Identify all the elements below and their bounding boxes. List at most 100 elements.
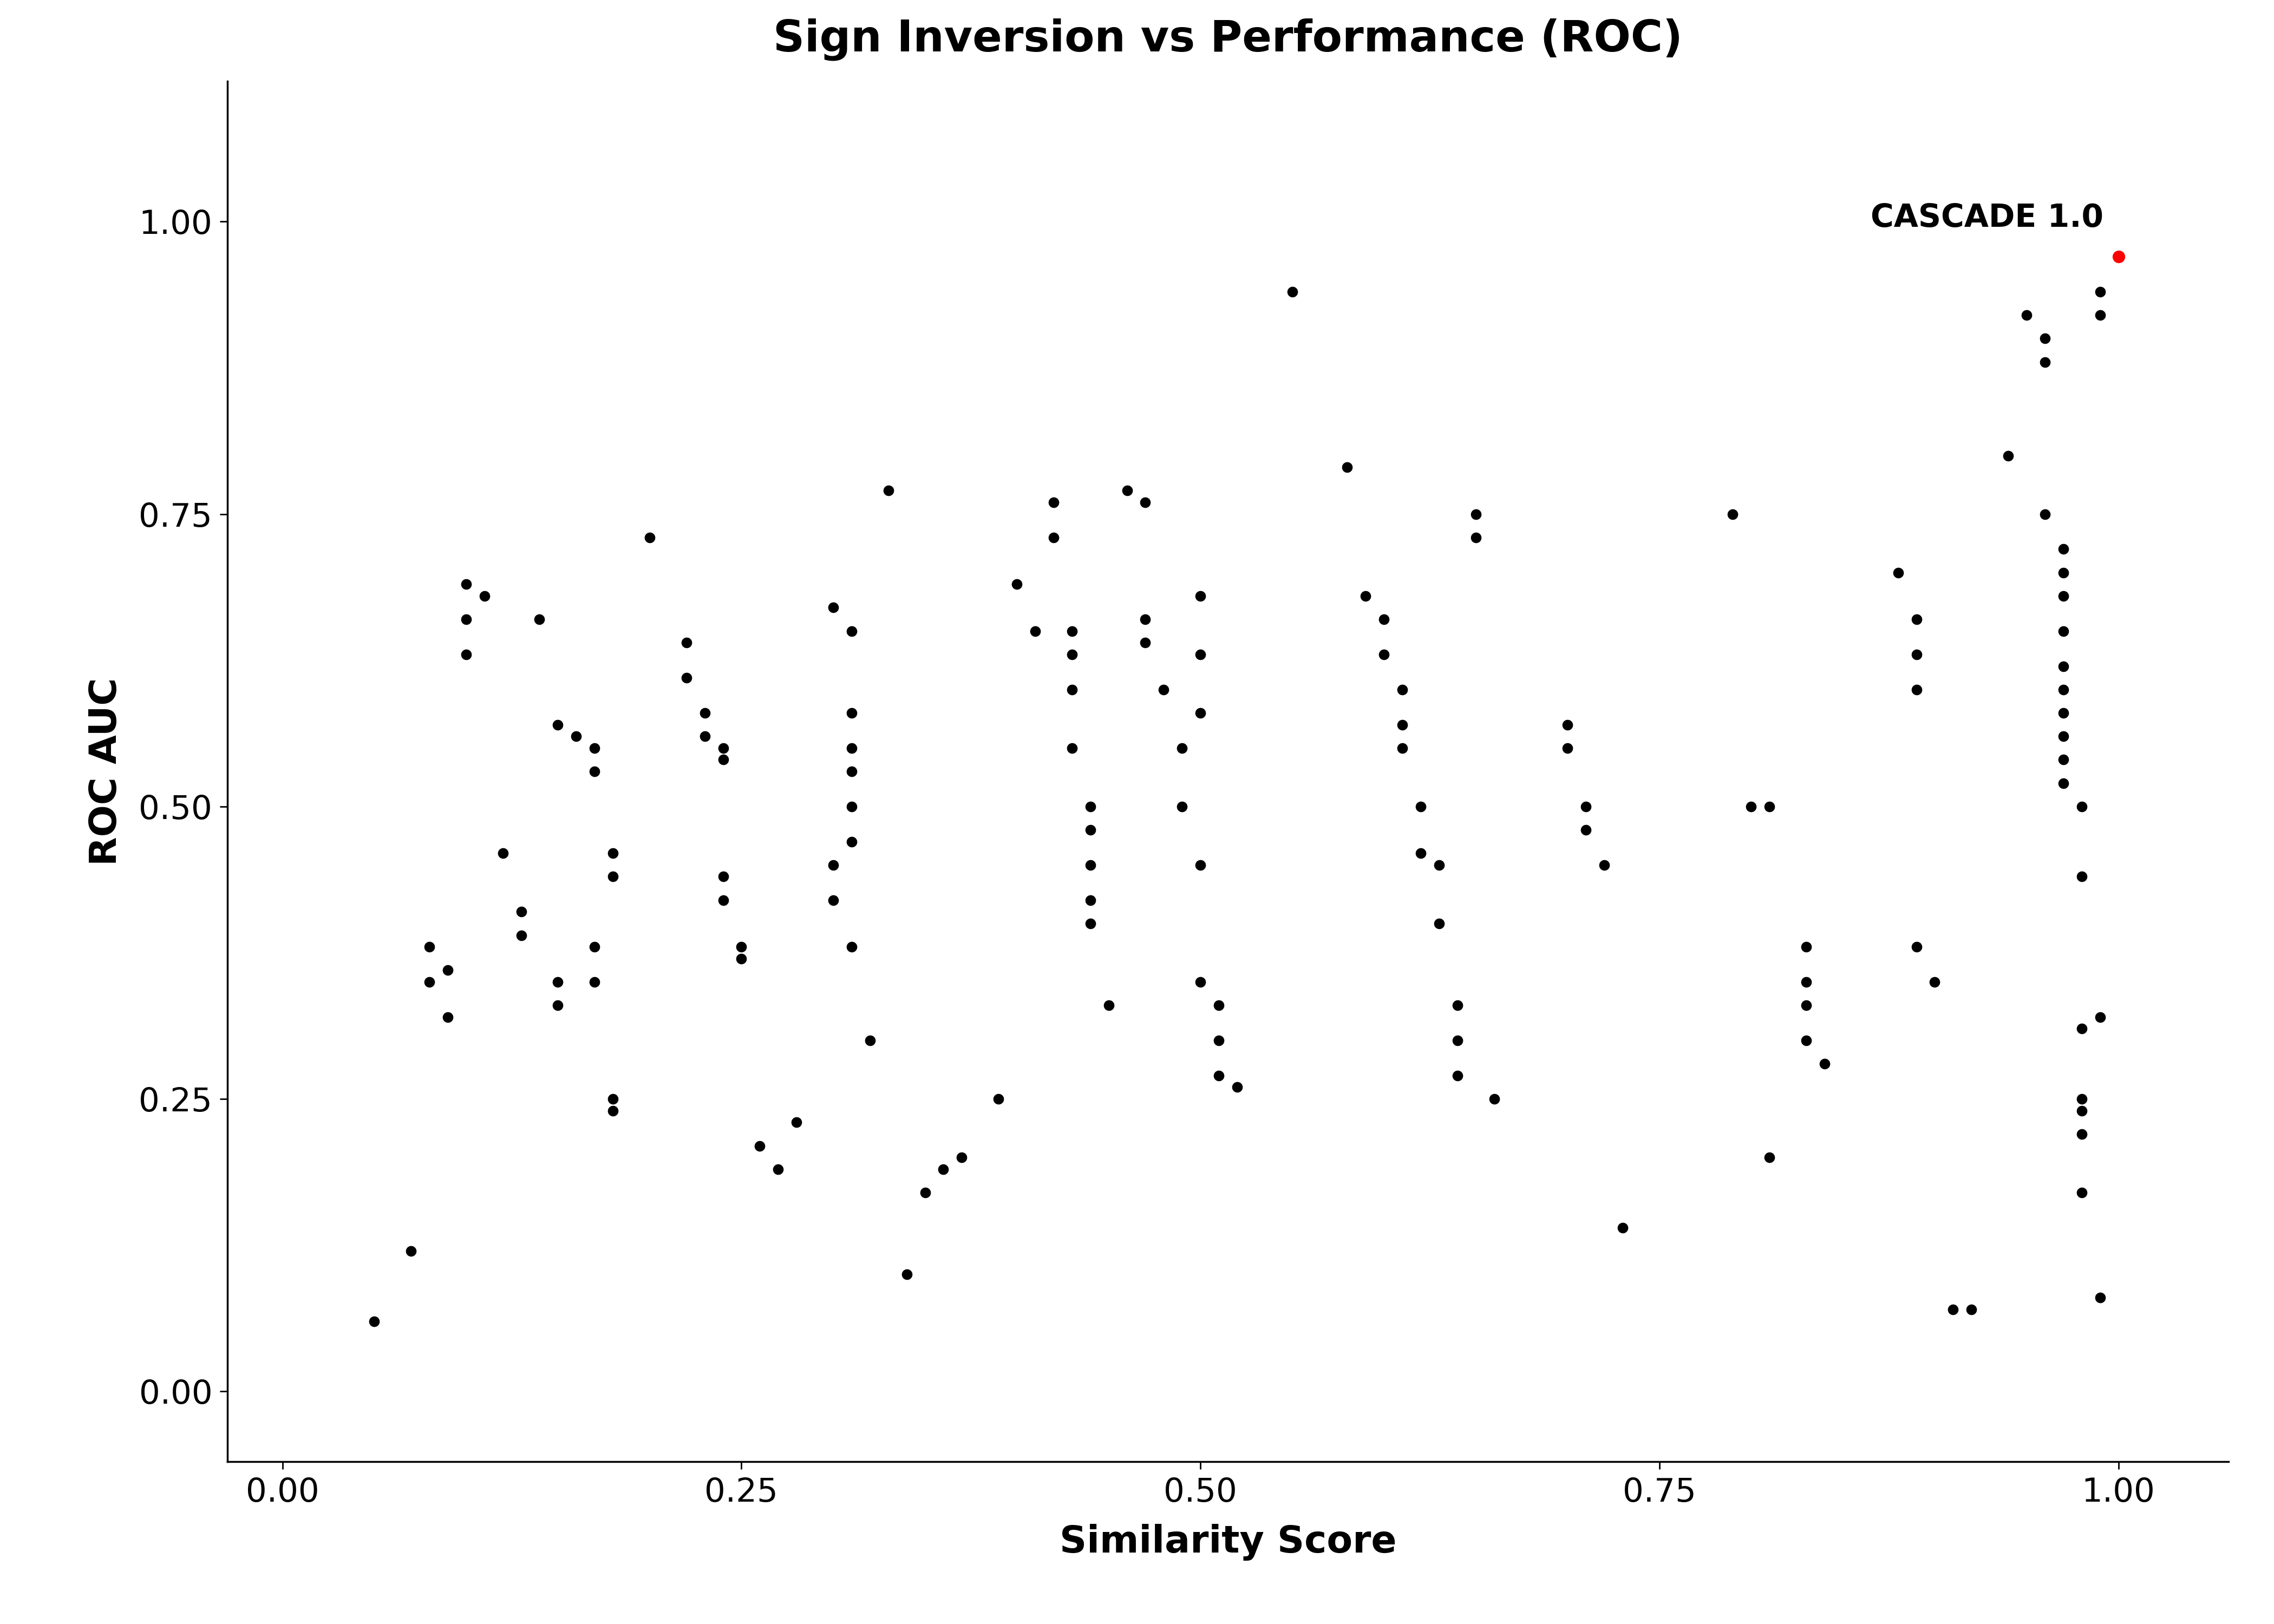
Point: [1182, 970, 1219, 996]
Y-axis label: ROC AUC: ROC AUC: [86, 677, 123, 866]
Point: [503, 922, 539, 948]
Point: [1458, 525, 1494, 551]
Point: [1549, 711, 1585, 737]
Point: [1787, 934, 1824, 960]
Point: [2101, 244, 2138, 270]
Point: [980, 1086, 1016, 1112]
Point: [998, 572, 1035, 598]
Point: [2063, 1086, 2099, 1112]
Point: [2044, 770, 2081, 796]
Point: [539, 970, 575, 996]
Point: [393, 1237, 430, 1263]
Point: [1053, 641, 1089, 667]
Point: [832, 758, 869, 784]
Point: [2026, 349, 2063, 375]
Point: [2063, 864, 2099, 890]
Point: [1219, 1073, 1255, 1099]
Point: [1751, 1145, 1787, 1171]
Point: [1201, 992, 1237, 1018]
Point: [2063, 1121, 2099, 1147]
Point: [1367, 641, 1403, 667]
Point: [1899, 934, 1935, 960]
Point: [832, 828, 869, 854]
Point: [1035, 525, 1071, 551]
Point: [466, 583, 503, 609]
Point: [1935, 1296, 1972, 1322]
Point: [814, 594, 850, 620]
Point: [1182, 700, 1219, 726]
Point: [723, 945, 760, 971]
Point: [1806, 1051, 1842, 1077]
Point: [2044, 619, 2081, 645]
Point: [1953, 1296, 1990, 1322]
Point: [1439, 992, 1476, 1018]
Point: [760, 1156, 796, 1182]
Point: [832, 619, 869, 645]
Point: [539, 711, 575, 737]
Point: [1990, 443, 2026, 469]
Point: [832, 700, 869, 726]
Point: [705, 736, 741, 762]
Point: [1164, 736, 1201, 762]
Point: [1035, 489, 1071, 515]
Text: CASCADE 1.0: CASCADE 1.0: [1872, 203, 2103, 234]
Point: [705, 887, 741, 913]
Point: [687, 723, 723, 749]
Point: [2008, 302, 2044, 328]
Point: [1053, 677, 1089, 703]
Point: [448, 641, 484, 667]
Point: [1917, 970, 1953, 996]
Point: [926, 1156, 962, 1182]
Point: [2044, 723, 2081, 749]
Point: [2081, 1285, 2117, 1311]
Point: [1881, 560, 1917, 586]
Point: [575, 736, 612, 762]
Point: [1071, 817, 1107, 843]
Point: [1182, 583, 1219, 609]
Point: [2026, 325, 2063, 351]
Point: [1128, 489, 1164, 515]
Point: [1385, 736, 1421, 762]
Point: [1385, 677, 1421, 703]
Point: [1071, 794, 1107, 820]
Point: [2063, 1179, 2099, 1205]
Point: [1751, 794, 1787, 820]
Point: [412, 934, 448, 960]
Point: [1128, 630, 1164, 656]
Point: [705, 747, 741, 773]
Point: [1587, 853, 1624, 879]
Point: [1439, 1028, 1476, 1054]
Point: [1385, 711, 1421, 737]
Point: [448, 606, 484, 632]
Point: [814, 887, 850, 913]
Point: [723, 934, 760, 960]
Point: [503, 898, 539, 924]
Point: [1567, 817, 1603, 843]
Point: [1201, 1028, 1237, 1054]
Point: [539, 992, 575, 1018]
Point: [741, 1134, 778, 1160]
Point: [1110, 477, 1146, 503]
Point: [1328, 455, 1364, 481]
Point: [412, 970, 448, 996]
Point: [596, 1086, 632, 1112]
Point: [521, 606, 557, 632]
Point: [596, 864, 632, 890]
Point: [2081, 279, 2117, 305]
Point: [1899, 606, 1935, 632]
Point: [944, 1145, 980, 1171]
Point: [871, 477, 907, 503]
Point: [1715, 502, 1751, 528]
Point: [1053, 736, 1089, 762]
Point: [1476, 1086, 1512, 1112]
Point: [1787, 992, 1824, 1018]
Point: [853, 1028, 889, 1054]
Point: [596, 840, 632, 866]
Point: [1787, 970, 1824, 996]
Point: [669, 664, 705, 690]
Point: [1201, 1062, 1237, 1088]
Point: [1348, 583, 1385, 609]
Point: [1071, 911, 1107, 937]
Point: [1128, 606, 1164, 632]
Point: [1899, 641, 1935, 667]
